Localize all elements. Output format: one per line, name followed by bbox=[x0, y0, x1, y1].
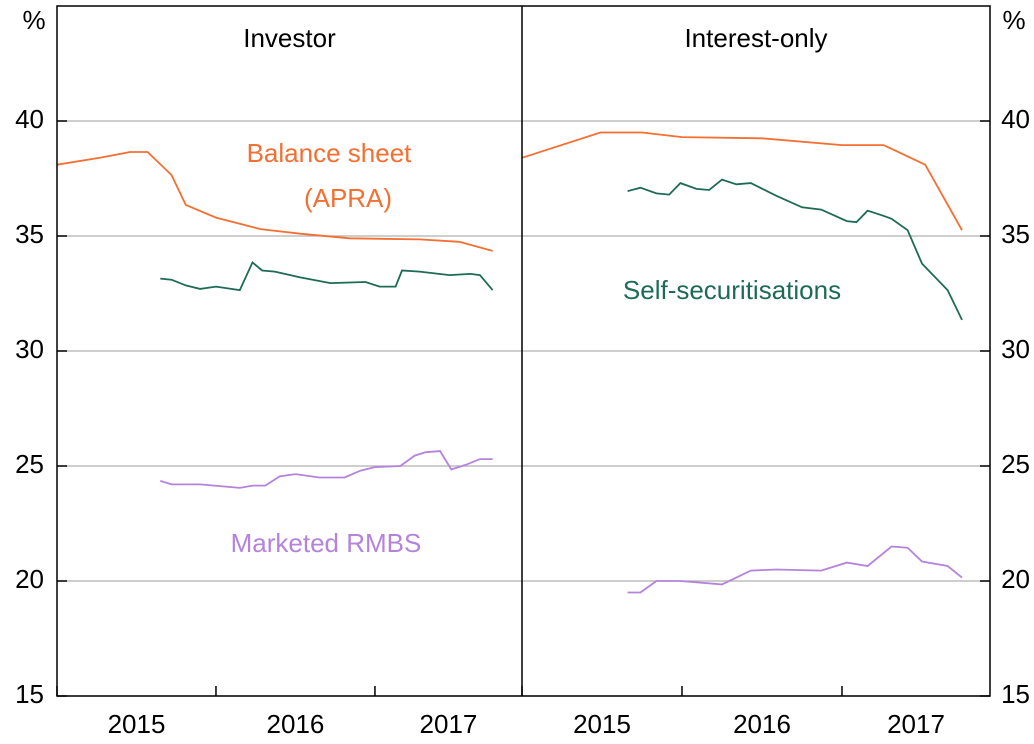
y-tick-label: 40 bbox=[1001, 104, 1030, 134]
y-tick-label: 15 bbox=[15, 679, 44, 709]
x-tick-label: 2017 bbox=[420, 709, 478, 739]
series-annotation: Self-securitisations bbox=[623, 275, 841, 305]
y-tick-label: 25 bbox=[15, 449, 44, 479]
y-tick-label: 20 bbox=[1001, 564, 1030, 594]
y-tick-label: 30 bbox=[1001, 334, 1030, 364]
series-line bbox=[56, 151, 493, 252]
x-tick-label: 2016 bbox=[733, 709, 791, 739]
y-tick-label: 25 bbox=[1001, 449, 1030, 479]
x-tick-label: 2016 bbox=[267, 709, 325, 739]
y-axis-unit: % bbox=[22, 5, 45, 35]
panel-title: Interest-only bbox=[684, 23, 827, 53]
series-annotation: Balance sheet bbox=[247, 138, 413, 168]
series-annotation: Marketed RMBS bbox=[231, 528, 422, 558]
panel-title: Investor bbox=[243, 23, 336, 53]
x-tick-label: 2017 bbox=[887, 709, 945, 739]
series-line bbox=[160, 260, 494, 292]
plot-frame bbox=[56, 5, 991, 697]
series-line bbox=[627, 545, 963, 594]
x-tick-label: 2015 bbox=[108, 709, 166, 739]
y-tick-label: 15 bbox=[1001, 679, 1030, 709]
series-line bbox=[160, 450, 493, 489]
y-tick-label: 35 bbox=[1001, 219, 1030, 249]
y-tick-label: 20 bbox=[15, 564, 44, 594]
y-tick-label: 40 bbox=[15, 104, 44, 134]
series-line bbox=[627, 178, 963, 321]
x-tick-label: 2015 bbox=[573, 709, 631, 739]
y-tick-label: 30 bbox=[15, 334, 44, 364]
series-line bbox=[521, 131, 963, 231]
y-axis-unit: % bbox=[1002, 5, 1025, 35]
y-tick-label: 35 bbox=[15, 219, 44, 249]
series-annotation: (APRA) bbox=[304, 183, 392, 213]
